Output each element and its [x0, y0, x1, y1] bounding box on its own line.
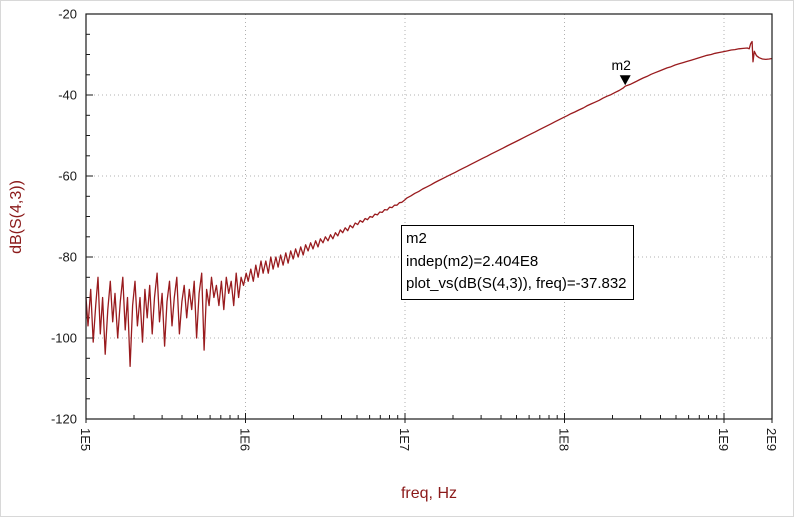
marker-info-box: m2 indep(m2)=2.404E8 plot_vs(dB(S(4,3)),… — [401, 225, 634, 300]
y-tick-label: -100 — [51, 331, 77, 346]
x-tick-label: 1E5 — [78, 428, 93, 451]
y-tick-label: -120 — [51, 412, 77, 427]
y-axis-title: dB(S(4,3)) — [8, 180, 25, 254]
x-tick-label: 1E8 — [557, 428, 572, 451]
marker-info-line: indep(m2)=2.404E8 — [406, 252, 539, 270]
y-tick-label: -40 — [58, 88, 77, 103]
x-tick-label: 2E9 — [764, 428, 779, 451]
x-axis-title: freq, Hz — [401, 485, 457, 502]
marker-m2-triangle — [619, 75, 631, 86]
y-tick-label: -60 — [58, 169, 77, 184]
marker-m2-label: m2 — [611, 57, 631, 73]
trace-db-s43 — [85, 40, 773, 368]
y-tick-label: -80 — [58, 250, 77, 265]
x-tick-label: 1E7 — [397, 428, 412, 451]
y-tick-label: -20 — [58, 7, 77, 22]
marker-info-line: plot_vs(dB(S(4,3)), freq)=-37.832 — [406, 275, 627, 292]
plot-frame — [85, 13, 773, 420]
marker-info-line: m2 — [406, 230, 427, 247]
x-tick-label: 1E9 — [716, 428, 731, 451]
plot-generated-layer: 1E5 1E6 1E7 1E8 1E9 2E9 -20 -40 -60 -80 -100 -120 m2 — [51, 7, 779, 452]
x-tick-label: 1E6 — [238, 428, 253, 451]
